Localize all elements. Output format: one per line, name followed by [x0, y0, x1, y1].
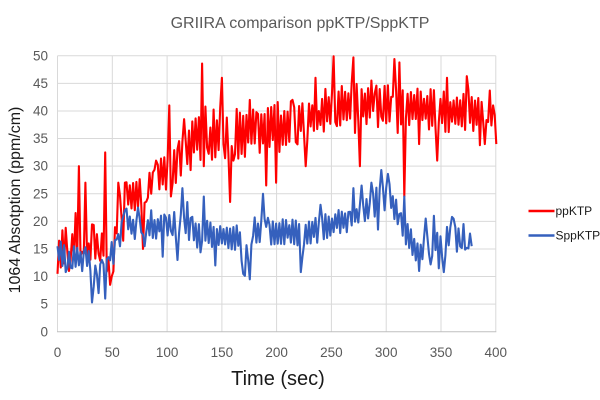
svg-text:200: 200 [265, 345, 288, 360]
svg-text:25: 25 [33, 186, 48, 201]
svg-text:ppKTP: ppKTP [556, 204, 593, 218]
svg-text:30: 30 [33, 159, 48, 174]
svg-text:300: 300 [375, 345, 398, 360]
svg-text:35: 35 [33, 131, 48, 146]
svg-text:45: 45 [33, 76, 48, 91]
svg-text:1064 Absotption (ppm/cm): 1064 Absotption (ppm/cm) [7, 107, 24, 294]
svg-text:0: 0 [40, 324, 48, 339]
svg-text:5: 5 [40, 297, 48, 312]
svg-text:15: 15 [33, 241, 48, 256]
svg-text:GRIIRA comparison ppKTP/SppKTP: GRIIRA comparison ppKTP/SppKTP [171, 15, 430, 32]
svg-text:400: 400 [485, 345, 508, 360]
svg-text:250: 250 [320, 345, 343, 360]
svg-text:350: 350 [430, 345, 453, 360]
svg-text:10: 10 [33, 269, 48, 284]
svg-text:0: 0 [54, 345, 62, 360]
svg-text:50: 50 [33, 48, 48, 63]
svg-text:100: 100 [156, 345, 179, 360]
svg-text:Time (sec): Time (sec) [231, 368, 325, 390]
svg-text:40: 40 [33, 103, 48, 118]
svg-text:20: 20 [33, 214, 48, 229]
svg-text:SppKTP: SppKTP [556, 229, 600, 243]
svg-text:150: 150 [211, 345, 234, 360]
svg-text:50: 50 [105, 345, 120, 360]
